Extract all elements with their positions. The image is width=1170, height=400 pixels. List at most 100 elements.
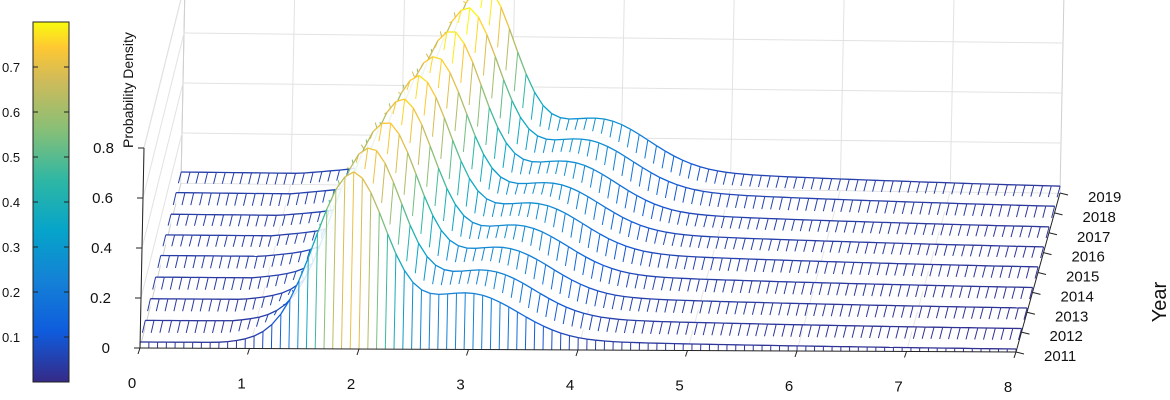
series-line-segment xyxy=(586,338,596,341)
series-line-segment xyxy=(631,220,641,226)
series-line-segment xyxy=(528,254,538,261)
mesh-segment xyxy=(182,298,186,312)
series-line-segment xyxy=(599,233,609,240)
mesh-segment xyxy=(874,305,879,318)
mesh-segment xyxy=(292,271,297,281)
mesh-segment xyxy=(516,311,518,350)
series-line-segment xyxy=(519,116,530,130)
mesh-segment xyxy=(713,279,718,293)
mesh-segment xyxy=(624,190,629,209)
mesh-segment xyxy=(654,230,659,244)
mesh-segment xyxy=(239,277,244,291)
mesh-segment xyxy=(1001,225,1006,238)
mesh-segment xyxy=(220,214,225,227)
grid-line xyxy=(140,132,183,299)
mesh-segment xyxy=(849,199,854,213)
series-line-segment xyxy=(530,202,540,205)
series-line-segment xyxy=(384,163,394,183)
mesh-segment xyxy=(570,218,575,238)
mesh-segment xyxy=(202,214,207,227)
mesh-segment xyxy=(575,191,580,210)
mesh-segment xyxy=(485,107,490,146)
mesh-segment xyxy=(1020,287,1025,300)
colorbar-tick-label: 0.6 xyxy=(2,105,20,120)
series-line-segment xyxy=(500,6,511,29)
series-line-segment xyxy=(451,139,462,162)
series-line-segment xyxy=(605,206,615,214)
mesh-segment xyxy=(781,324,786,337)
x-tick xyxy=(247,348,250,355)
mesh-segment xyxy=(211,214,216,227)
series-line-segment xyxy=(463,215,473,223)
series-line-segment xyxy=(660,253,670,256)
mesh-segment xyxy=(278,292,283,302)
mesh-segment xyxy=(440,117,445,159)
series-line-segment xyxy=(457,91,468,115)
mesh-segment xyxy=(280,253,285,266)
mesh-segment xyxy=(999,266,1004,278)
mesh-segment xyxy=(414,243,419,274)
series-line-segment xyxy=(761,174,771,177)
mesh-segment xyxy=(419,289,422,350)
series-line-segment xyxy=(595,117,605,120)
mesh-segment xyxy=(389,182,394,225)
mesh-segment xyxy=(499,79,504,119)
series-line-segment xyxy=(245,335,255,340)
series-line-segment xyxy=(293,212,303,215)
mesh-segment xyxy=(243,193,247,206)
grid-line xyxy=(143,0,182,149)
series-line-segment xyxy=(440,229,451,241)
colorbar-tick-label: 0.1 xyxy=(2,330,20,345)
mesh-segment xyxy=(766,281,770,294)
series-line-segment xyxy=(353,171,363,179)
series-line-segment xyxy=(487,269,497,273)
mesh-segment xyxy=(930,327,935,340)
series-line-segment xyxy=(418,74,428,83)
series-line-segment xyxy=(562,274,573,281)
mesh-segment xyxy=(297,251,302,263)
mesh-segment xyxy=(177,320,181,334)
series-line-segment xyxy=(280,299,291,315)
mesh-segment xyxy=(594,290,599,307)
mesh-segment xyxy=(981,265,986,278)
series-line-segment xyxy=(313,170,322,173)
series-line-segment xyxy=(460,7,470,12)
mesh-segment xyxy=(872,180,877,192)
series-line-segment xyxy=(703,190,713,194)
series-line-segment xyxy=(524,225,534,230)
series-line-segment xyxy=(598,142,608,148)
mesh-segment xyxy=(677,211,681,225)
series-line-segment xyxy=(533,227,543,233)
mesh-segment xyxy=(1012,184,1017,197)
mesh-segment xyxy=(625,272,630,288)
series-line-segment xyxy=(421,289,431,295)
mesh-segment xyxy=(685,213,690,226)
mesh-segment xyxy=(299,213,304,225)
series-line-segment xyxy=(650,298,660,301)
mesh-segment xyxy=(294,233,299,244)
mesh-segment xyxy=(248,277,253,290)
series-line-segment xyxy=(423,56,434,64)
mesh-segment xyxy=(565,118,570,131)
mesh-segment xyxy=(239,172,244,185)
mesh-segment xyxy=(784,176,789,189)
mesh-segment xyxy=(289,252,293,265)
series-line-segment xyxy=(604,118,614,122)
mesh-segment xyxy=(1008,266,1013,279)
mesh-segment xyxy=(683,256,688,270)
series-line-segment xyxy=(307,232,319,258)
mesh-segment xyxy=(693,322,698,336)
mesh-segment xyxy=(984,225,989,237)
series-line-segment xyxy=(486,34,496,57)
mesh-segment xyxy=(867,262,872,276)
mesh-segment xyxy=(448,139,454,180)
mesh-segment xyxy=(490,246,494,262)
mesh-segment xyxy=(954,203,959,216)
series-line-segment xyxy=(432,214,442,231)
series-line-segment xyxy=(372,122,383,133)
y-tick xyxy=(1032,291,1041,295)
mesh-segment xyxy=(972,203,977,217)
mesh-segment xyxy=(181,192,186,206)
mesh-segment xyxy=(659,206,664,222)
series-line-segment xyxy=(585,256,595,263)
